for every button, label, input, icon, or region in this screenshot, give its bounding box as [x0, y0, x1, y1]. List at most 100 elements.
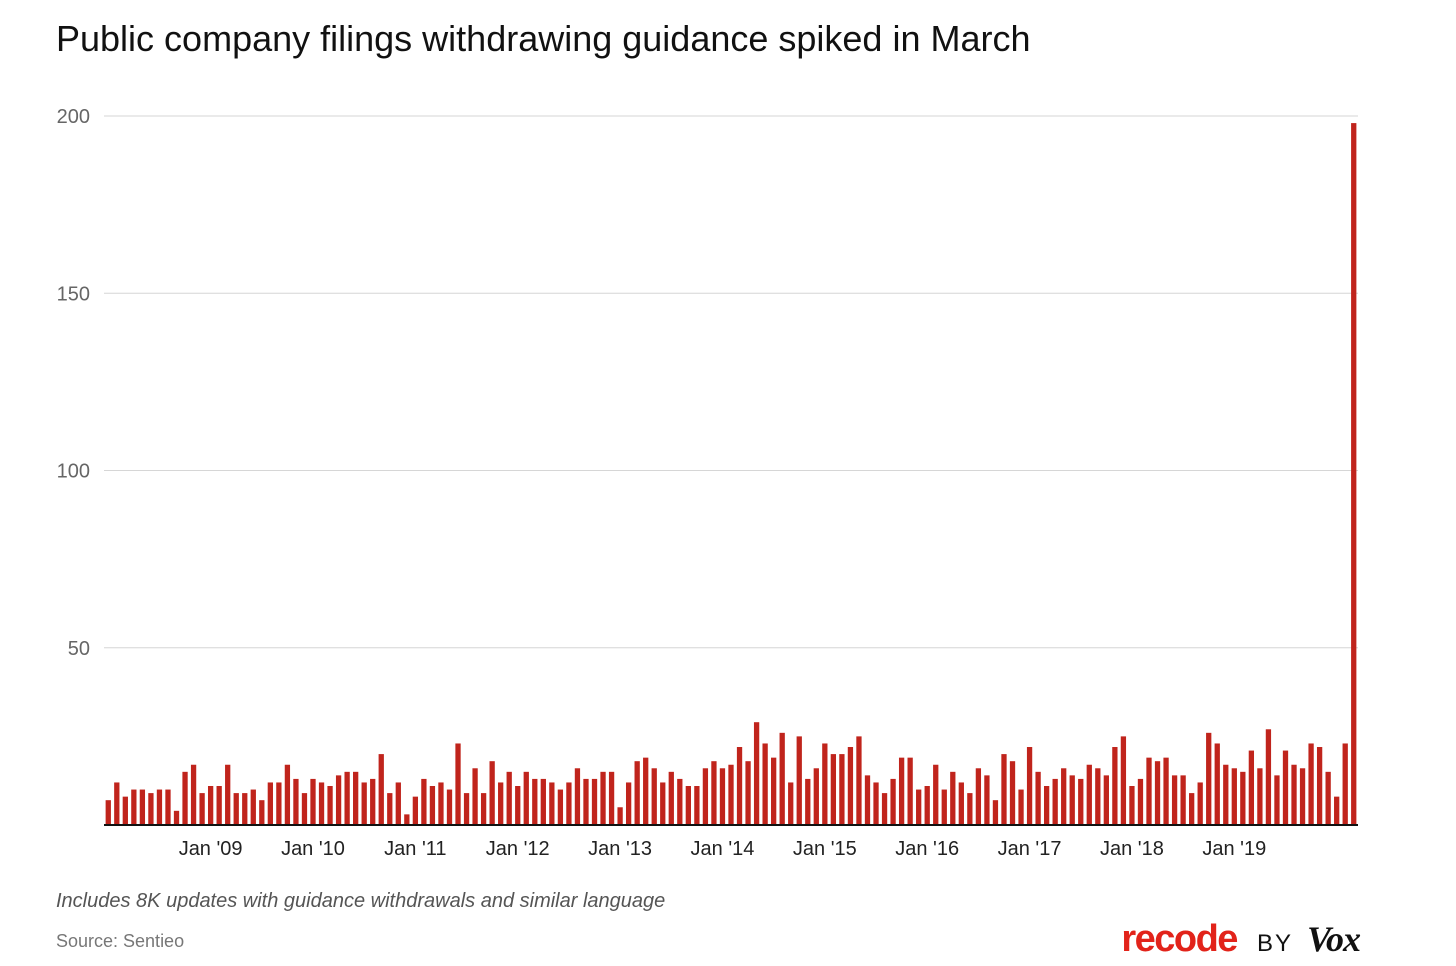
y-tick-label: 150 [57, 283, 90, 305]
bar [856, 736, 862, 826]
chart-title: Public company filings withdrawing guida… [56, 18, 1031, 59]
bar [967, 793, 973, 825]
bar [1240, 771, 1246, 825]
bar [711, 761, 717, 825]
bar [1334, 796, 1340, 825]
bar [1163, 757, 1169, 825]
y-tick-label: 50 [68, 638, 90, 660]
x-tick-label: Jan '14 [691, 838, 755, 860]
bar [1282, 750, 1289, 825]
bar [771, 757, 777, 825]
bar [122, 796, 128, 825]
bar [480, 793, 487, 825]
bar [1129, 786, 1135, 825]
bar [907, 757, 913, 825]
bars [105, 123, 1357, 826]
bar [839, 754, 845, 825]
bar [1299, 768, 1306, 825]
bar [950, 771, 956, 825]
bar [1316, 747, 1323, 825]
bar [105, 800, 111, 825]
bar [1026, 747, 1033, 825]
x-tick-label: Jan '13 [588, 838, 652, 860]
bar [293, 778, 299, 825]
x-tick-label: Jan '09 [179, 838, 243, 860]
bar [335, 775, 342, 825]
bar [523, 771, 529, 825]
bar [1325, 771, 1331, 825]
bar [327, 786, 333, 825]
bar [506, 771, 512, 825]
bar [958, 782, 964, 825]
bar [643, 757, 649, 825]
bar [276, 782, 282, 825]
by-text: BY [1256, 930, 1293, 957]
bar [148, 793, 154, 825]
bar [225, 764, 231, 825]
y-tick-label: 100 [57, 461, 90, 483]
bar [404, 814, 410, 825]
y-tick-label: 200 [57, 106, 90, 128]
bar [532, 778, 538, 825]
bar [1171, 775, 1178, 825]
bar [1061, 768, 1067, 825]
x-tick-label: Jan '18 [1100, 838, 1164, 860]
bar [540, 778, 546, 825]
bar [1018, 789, 1024, 825]
bar [233, 793, 239, 825]
bar [779, 732, 785, 825]
bar [822, 743, 828, 825]
bar [267, 782, 273, 825]
bar [387, 793, 393, 825]
bar [216, 786, 222, 825]
bar [933, 764, 939, 825]
bar [318, 782, 325, 825]
bar [429, 786, 436, 825]
bar [1342, 743, 1348, 825]
bar [1265, 729, 1272, 825]
bar [1257, 768, 1263, 825]
bar [1146, 757, 1152, 825]
bar [719, 768, 726, 825]
bar [549, 782, 555, 825]
x-tick-label: Jan '15 [793, 838, 857, 860]
bar [1223, 764, 1229, 825]
bar [207, 786, 214, 825]
bar [463, 793, 470, 825]
bar [173, 810, 180, 825]
bar [139, 789, 146, 825]
bar [881, 793, 888, 825]
bar [1001, 754, 1007, 825]
bar [395, 782, 401, 825]
bar [574, 768, 581, 825]
bar [984, 775, 990, 825]
bar [566, 782, 572, 825]
bar [668, 771, 674, 825]
bar [378, 754, 384, 825]
bar [446, 789, 453, 825]
bar [677, 778, 683, 825]
bar [1112, 747, 1118, 825]
x-tick-label: Jan '10 [281, 838, 345, 860]
bar [762, 743, 768, 825]
bar [975, 768, 982, 825]
recode-by-vox-logo: recode BY Vox [1121, 918, 1361, 962]
bar [156, 789, 163, 825]
bar [114, 782, 120, 825]
bar [864, 775, 871, 825]
vox-wordmark: Vox [1306, 919, 1361, 959]
bar [361, 782, 367, 825]
bar [190, 764, 197, 825]
bar [1308, 743, 1314, 825]
bar [1206, 732, 1212, 825]
chart-note: Includes 8K updates with guidance withdr… [56, 890, 666, 912]
bar [736, 747, 743, 825]
bar [728, 764, 734, 825]
gridlines [104, 115, 1358, 649]
bar [694, 786, 700, 825]
bar [1035, 771, 1041, 825]
bar [1291, 764, 1297, 825]
bar [898, 757, 905, 825]
recode-wordmark: recode [1121, 918, 1238, 960]
bar [992, 800, 999, 825]
